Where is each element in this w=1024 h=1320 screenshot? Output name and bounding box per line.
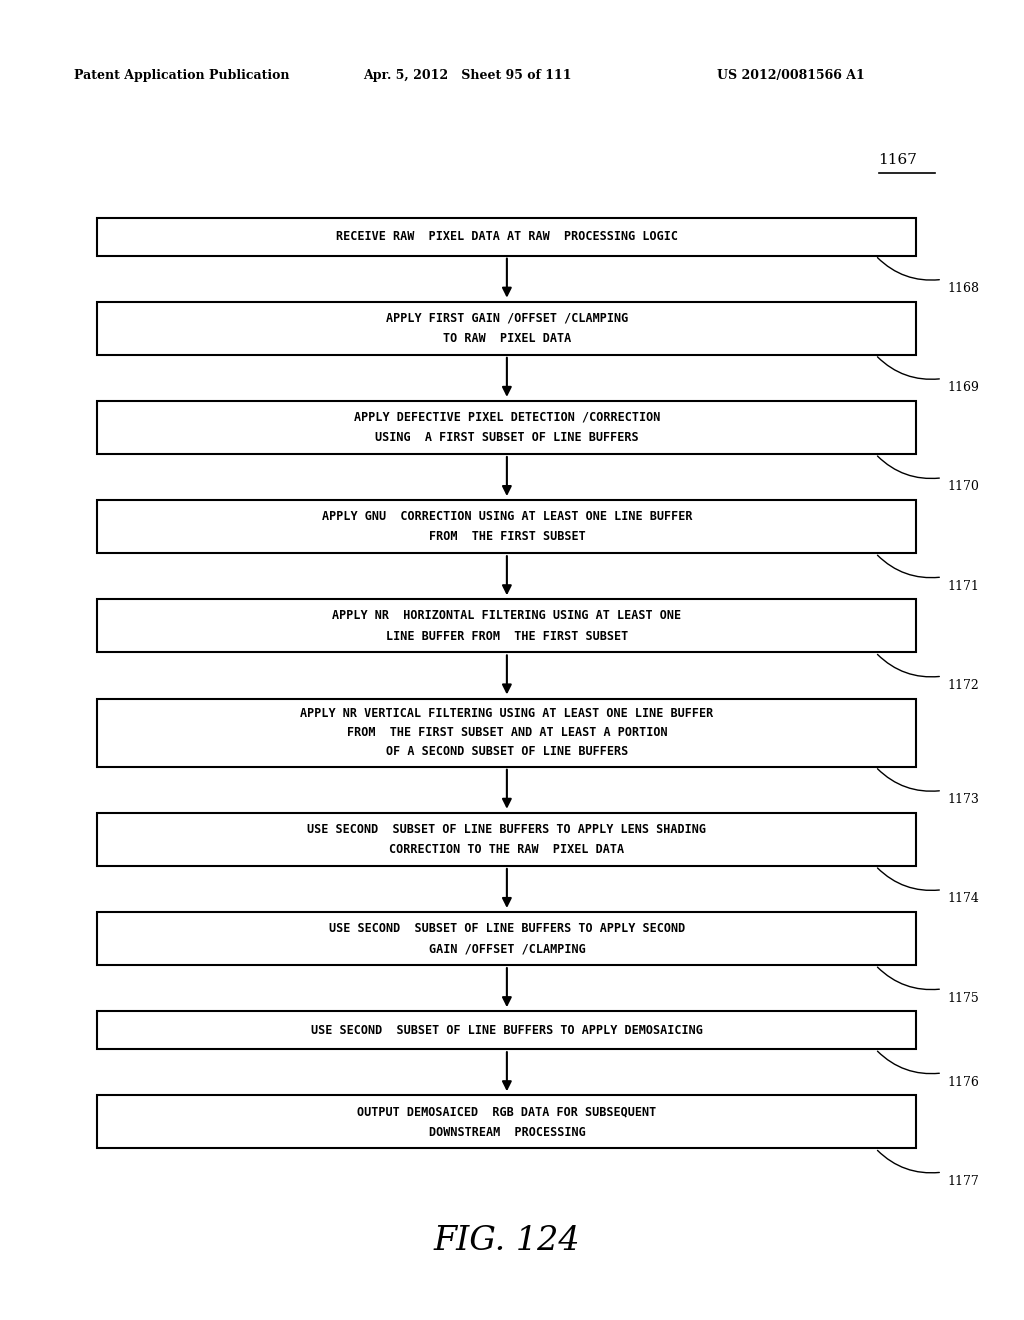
Bar [97, 912, 916, 965]
Text: APPLY NR  HORIZONTAL FILTERING USING AT LEAST ONE: APPLY NR HORIZONTAL FILTERING USING AT L… [333, 610, 681, 622]
Text: FIG. 124: FIG. 124 [433, 1225, 581, 1257]
Bar [97, 698, 916, 767]
Text: USING  A FIRST SUBSET OF LINE BUFFERS: USING A FIRST SUBSET OF LINE BUFFERS [375, 432, 639, 445]
Text: 1172: 1172 [947, 678, 979, 692]
Text: APPLY DEFECTIVE PIXEL DETECTION /CORRECTION: APPLY DEFECTIVE PIXEL DETECTION /CORRECT… [353, 411, 660, 424]
Text: 1174: 1174 [947, 892, 979, 906]
Bar [97, 1011, 916, 1049]
Text: OF A SECOND SUBSET OF LINE BUFFERS: OF A SECOND SUBSET OF LINE BUFFERS [386, 744, 628, 758]
Text: APPLY GNU  CORRECTION USING AT LEAST ONE LINE BUFFER: APPLY GNU CORRECTION USING AT LEAST ONE … [322, 510, 692, 523]
Bar [97, 218, 916, 256]
Text: USE SECOND  SUBSET OF LINE BUFFERS TO APPLY SECOND: USE SECOND SUBSET OF LINE BUFFERS TO APP… [329, 921, 685, 935]
Text: 1173: 1173 [947, 793, 979, 807]
Text: RECEIVE RAW  PIXEL DATA AT RAW  PROCESSING LOGIC: RECEIVE RAW PIXEL DATA AT RAW PROCESSING… [336, 230, 678, 243]
Text: USE SECOND  SUBSET OF LINE BUFFERS TO APPLY LENS SHADING: USE SECOND SUBSET OF LINE BUFFERS TO APP… [307, 822, 707, 836]
Text: 1177: 1177 [947, 1175, 979, 1188]
Text: 1168: 1168 [947, 282, 979, 296]
Text: LINE BUFFER FROM  THE FIRST SUBSET: LINE BUFFER FROM THE FIRST SUBSET [386, 630, 628, 643]
Bar [97, 1096, 916, 1148]
Bar [97, 813, 916, 866]
Text: 1176: 1176 [947, 1076, 979, 1089]
Text: US 2012/0081566 A1: US 2012/0081566 A1 [717, 69, 864, 82]
Text: 1169: 1169 [947, 381, 979, 395]
Bar [97, 599, 916, 652]
Text: OUTPUT DEMOSAICED  RGB DATA FOR SUBSEQUENT: OUTPUT DEMOSAICED RGB DATA FOR SUBSEQUEN… [357, 1105, 656, 1118]
Text: Patent Application Publication: Patent Application Publication [74, 69, 289, 82]
Text: TO RAW  PIXEL DATA: TO RAW PIXEL DATA [442, 333, 571, 345]
Text: CORRECTION TO THE RAW  PIXEL DATA: CORRECTION TO THE RAW PIXEL DATA [389, 843, 625, 857]
Bar [97, 500, 916, 553]
Text: APPLY FIRST GAIN /OFFSET /CLAMPING: APPLY FIRST GAIN /OFFSET /CLAMPING [386, 312, 628, 325]
Text: GAIN /OFFSET /CLAMPING: GAIN /OFFSET /CLAMPING [428, 942, 586, 956]
Text: FROM  THE FIRST SUBSET AND AT LEAST A PORTION: FROM THE FIRST SUBSET AND AT LEAST A POR… [346, 726, 668, 739]
Text: 1170: 1170 [947, 480, 979, 494]
Text: 1167: 1167 [879, 153, 918, 168]
Text: 1171: 1171 [947, 579, 979, 593]
Text: APPLY NR VERTICAL FILTERING USING AT LEAST ONE LINE BUFFER: APPLY NR VERTICAL FILTERING USING AT LEA… [300, 708, 714, 721]
Text: DOWNSTREAM  PROCESSING: DOWNSTREAM PROCESSING [428, 1126, 586, 1139]
Text: USE SECOND  SUBSET OF LINE BUFFERS TO APPLY DEMOSAICING: USE SECOND SUBSET OF LINE BUFFERS TO APP… [311, 1024, 702, 1036]
Bar [97, 302, 916, 355]
Text: FROM  THE FIRST SUBSET: FROM THE FIRST SUBSET [428, 531, 586, 544]
Text: Apr. 5, 2012   Sheet 95 of 111: Apr. 5, 2012 Sheet 95 of 111 [364, 69, 572, 82]
Text: 1175: 1175 [947, 991, 979, 1005]
Bar [97, 401, 916, 454]
